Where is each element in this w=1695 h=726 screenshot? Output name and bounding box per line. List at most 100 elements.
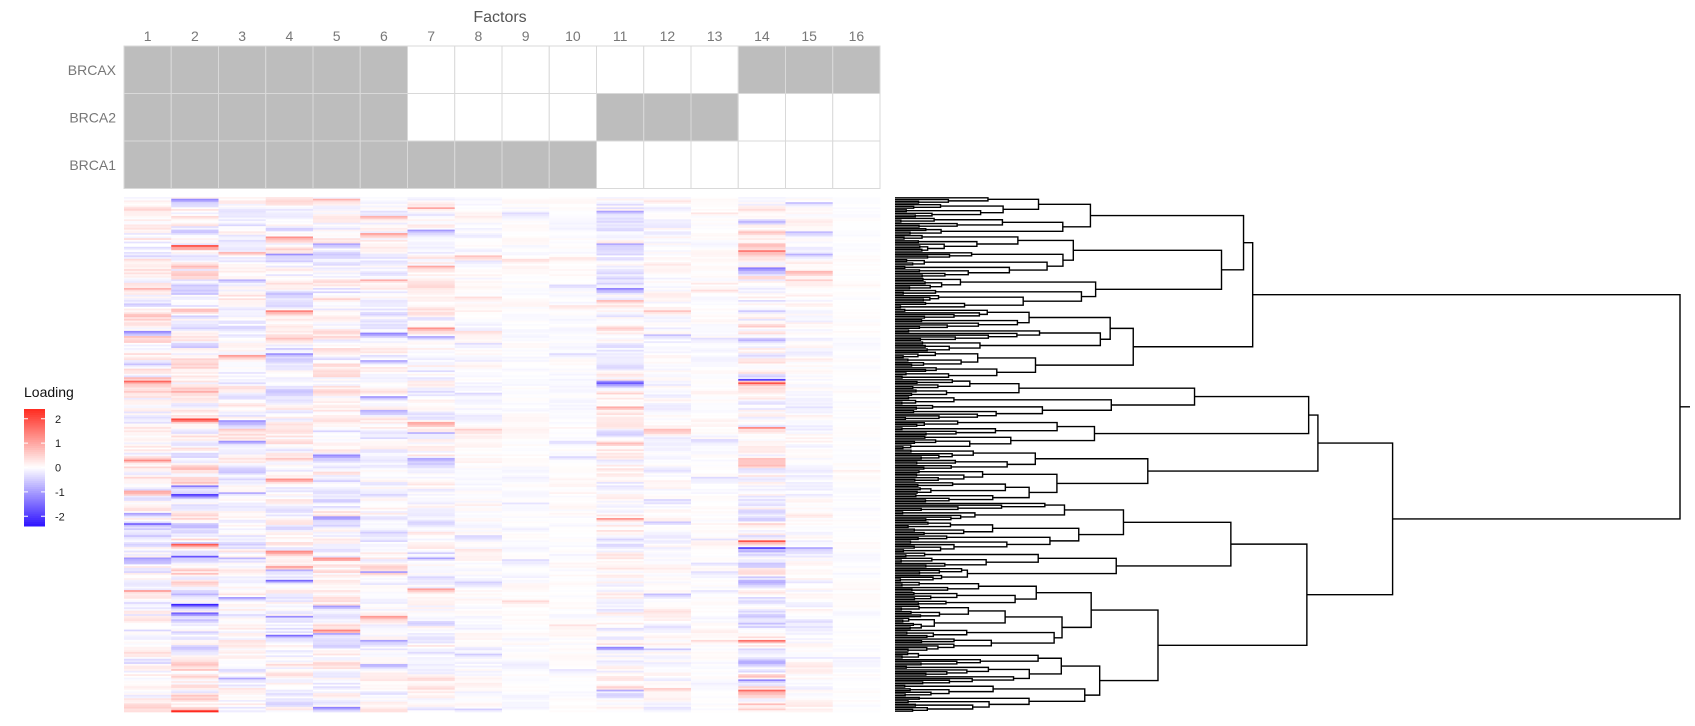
heatmap-cell	[596, 389, 645, 392]
heatmap-cell	[691, 557, 739, 560]
heatmap-cell	[738, 480, 786, 483]
heatmap-cell	[643, 301, 692, 304]
heatmap-cell	[171, 308, 219, 311]
heatmap-cell	[407, 363, 456, 366]
heatmap-cell	[502, 468, 550, 471]
heatmap-cell	[502, 530, 550, 533]
heatmap-cell	[691, 689, 739, 692]
heatmap-cell	[124, 365, 172, 368]
heatmap-cell	[832, 610, 881, 613]
heatmap-cell	[124, 596, 172, 600]
heatmap-cell	[313, 703, 361, 706]
heatmap-cell	[313, 554, 361, 557]
heatmap-cell	[502, 588, 550, 591]
heatmap-cell	[596, 506, 645, 509]
heatmap-cell	[360, 287, 408, 291]
heatmap-cell	[360, 312, 408, 315]
heatmap-cell	[596, 348, 645, 351]
heatmap-cell	[596, 437, 645, 440]
heatmap-cell	[313, 516, 361, 519]
heatmap-cell	[691, 415, 739, 418]
heatmap-cell	[407, 265, 456, 268]
heatmap-cell	[218, 552, 267, 555]
heatmap-cell	[832, 396, 881, 399]
heatmap-cell	[643, 411, 692, 414]
heatmap-cell	[832, 536, 881, 539]
heatmap-cell	[785, 327, 834, 330]
heatmap-cell	[832, 694, 881, 697]
heatmap-cell	[691, 569, 739, 572]
heatmap-cell	[265, 550, 314, 553]
heatmap-cell	[171, 298, 219, 301]
heatmap-cell	[738, 485, 786, 488]
dendrogram-branch	[895, 222, 958, 227]
heatmap-cell	[738, 483, 786, 486]
heatmap-cell	[124, 464, 172, 467]
heatmap-cell	[360, 445, 408, 448]
heatmap-cell	[171, 370, 219, 373]
heatmap-cell	[360, 336, 408, 339]
heatmap-cell	[832, 411, 881, 414]
heatmap-cell	[407, 287, 456, 291]
heatmap-cell	[549, 255, 597, 258]
heatmap-cell	[832, 497, 881, 500]
heatmap-cell	[832, 495, 881, 498]
heatmap-cell	[785, 439, 834, 442]
heatmap-cell	[171, 456, 219, 459]
heatmap-cell	[738, 571, 786, 574]
heatmap-cell	[454, 609, 503, 612]
heatmap-cell	[313, 231, 361, 234]
heatmap-cell	[407, 487, 456, 490]
heatmap-cell	[691, 334, 739, 337]
heatmap-cell	[407, 687, 456, 691]
heatmap-cell	[596, 324, 645, 327]
heatmap-cell	[785, 512, 834, 515]
heatmap-cell	[643, 212, 692, 215]
heatmap-cell	[313, 596, 361, 600]
heatmap-cell	[218, 248, 267, 251]
heatmap-cell	[832, 332, 881, 335]
heatmap-cell	[124, 209, 172, 212]
heatmap-cell	[218, 684, 267, 687]
heatmap-cell	[454, 408, 503, 411]
heatmap-cell	[171, 277, 219, 280]
heatmap-cell	[502, 699, 550, 703]
heatmap-cell	[265, 399, 314, 402]
heatmap-cell	[218, 665, 267, 668]
heatmap-cell	[596, 425, 645, 428]
heatmap-cell	[124, 701, 172, 704]
heatmap-cell	[313, 581, 361, 584]
heatmap-cell	[549, 360, 597, 363]
heatmap-cell	[124, 298, 172, 301]
heatmap-cell	[171, 236, 219, 239]
membership-cell	[548, 93, 597, 142]
heatmap-cell	[643, 687, 692, 691]
heatmap-cell	[596, 521, 645, 524]
heatmap-cell	[596, 296, 645, 299]
heatmap-cell	[832, 602, 881, 605]
heatmap-cell	[785, 408, 834, 411]
heatmap-cell	[265, 418, 314, 421]
heatmap-cell	[313, 397, 361, 400]
heatmap-cell	[218, 306, 267, 309]
heatmap-cell	[360, 602, 408, 605]
heatmap-cell	[691, 571, 739, 574]
heatmap-cell	[360, 605, 408, 608]
heatmap-cell	[171, 681, 219, 684]
heatmap-cell	[643, 526, 692, 529]
heatmap-cell	[643, 363, 692, 366]
heatmap-cell	[454, 313, 503, 316]
heatmap-cell	[454, 337, 503, 340]
heatmap-cell	[454, 317, 503, 320]
heatmap-cell	[171, 303, 219, 306]
heatmap-cell	[502, 272, 550, 275]
legend-color-step	[24, 481, 45, 484]
heatmap-cell	[832, 437, 881, 440]
heatmap-cell	[313, 233, 361, 236]
heatmap-cell	[643, 619, 692, 622]
heatmap-cell	[596, 427, 645, 430]
heatmap-cell	[596, 451, 645, 454]
heatmap-cell	[643, 614, 692, 617]
heatmap-cell	[502, 435, 550, 438]
heatmap-cell	[171, 461, 219, 464]
